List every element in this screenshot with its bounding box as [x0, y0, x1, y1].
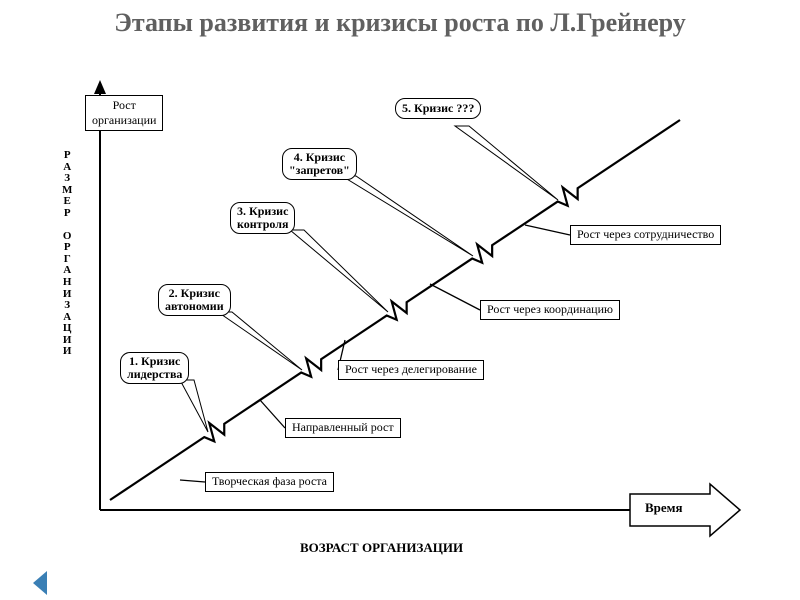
crisis-callout-5: 5. Кризис ??? — [395, 98, 481, 119]
slide-accent-icon — [33, 571, 47, 595]
phase-box-3: Рост через делегирование — [338, 360, 484, 380]
y-axis-top-box: Росторганизации — [85, 95, 163, 131]
crisis-callout-1: 1. Кризислидерства — [120, 352, 189, 384]
phase-box-2: Направленный рост — [285, 418, 401, 438]
phase-box-5: Рост через сотрудничество — [570, 225, 721, 245]
crisis-callout-2: 2. Кризисавтономии — [158, 284, 231, 316]
crisis-callout-3: 3. Кризисконтроля — [230, 202, 295, 234]
phase-box-1: Творческая фаза роста — [205, 472, 334, 492]
crisis-callout-4: 4. Кризис"запретов" — [282, 148, 357, 180]
phase-box-4: Рост через координацию — [480, 300, 620, 320]
time-arrow-label: Время — [645, 500, 683, 516]
